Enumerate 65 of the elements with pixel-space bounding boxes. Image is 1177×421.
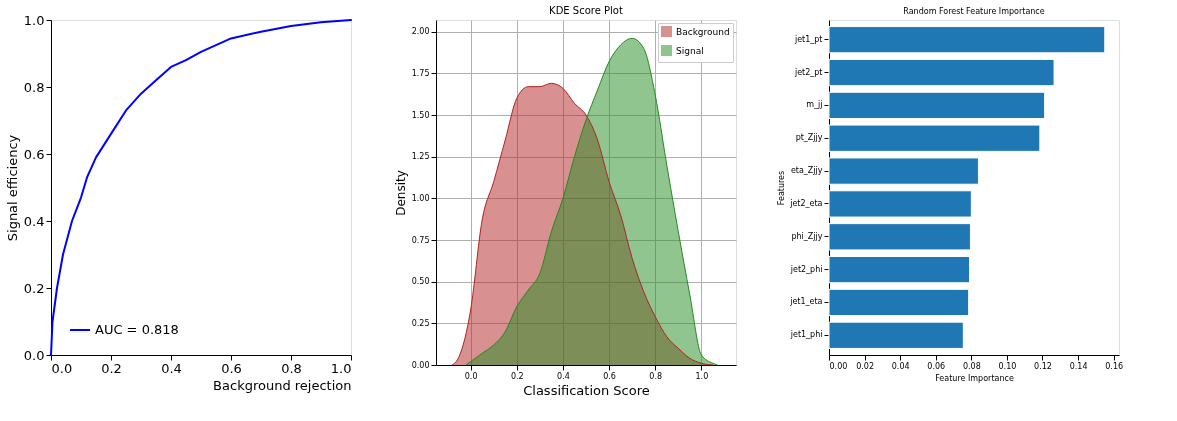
x-tick-label: 0.10 (998, 361, 1017, 371)
x-axis-title: Feature Importance (935, 373, 1014, 383)
x-tick-label: 0.2 (101, 360, 122, 376)
y-tick-label: phi_Zjjy (791, 231, 823, 241)
y-tick-label: 1.00 (411, 193, 430, 203)
x-tick-label: 0.12 (1034, 361, 1052, 371)
y-tick-label: 0.75 (411, 235, 430, 245)
x-tick-label: 0.00 (829, 361, 848, 371)
x-tick-label: 1.0 (330, 360, 352, 376)
x-tick-label: 0.8 (649, 371, 663, 381)
y-tick-label: 0.8 (23, 79, 45, 95)
y-tick-label: 1.50 (411, 110, 430, 120)
y-tick-label: 0.6 (23, 146, 45, 162)
y-tick-label: 1.0 (23, 12, 45, 28)
y-tick-label: 0.2 (23, 280, 45, 296)
bar (828, 190, 972, 218)
y-axis-title: Features (777, 170, 787, 206)
bar (828, 157, 979, 185)
y-tick-label: jet1_phi (789, 330, 823, 340)
y-axis-title: Signal efficiency (4, 134, 20, 242)
y-tick-label: 1.75 (411, 68, 430, 78)
bar (828, 255, 971, 284)
x-tick-label: 0.14 (1069, 361, 1088, 371)
bar (828, 26, 1106, 54)
x-tick-label: 0.08 (962, 361, 981, 371)
x-tick-label: 1.0 (695, 371, 709, 381)
y-tick-label: pt_Zjjy (795, 133, 823, 143)
y-tick-label: m_jj (806, 100, 823, 110)
legend-label: Background (676, 26, 730, 37)
y-tick-label: jet2_phi (789, 264, 823, 274)
y-tick-label: 1.25 (411, 152, 430, 162)
y-tick-label: jet2_pt (793, 67, 823, 77)
y-tick-label: 0.4 (23, 213, 45, 229)
y-tick-label: 2.00 (411, 27, 430, 37)
y-tick-label: jet2_eta (789, 198, 823, 208)
y-tick-label: 0.50 (411, 277, 430, 287)
x-tick-label: 0.4 (557, 371, 570, 381)
y-tick-label: jet1_pt (793, 34, 823, 44)
bar (828, 124, 1041, 152)
chart-title: Random Forest Feature Importance (903, 7, 1045, 16)
x-tick-label: 0.4 (161, 360, 182, 376)
chart-title: KDE Score Plot (549, 5, 623, 16)
bar (828, 91, 1046, 120)
x-axis-title: Background rejection (213, 377, 352, 393)
y-tick-label: 0.25 (411, 318, 430, 328)
x-tick-label: 0.06 (927, 361, 946, 371)
legend-label: AUC = 0.818 (95, 322, 179, 337)
x-tick-label: 0.0 (51, 360, 73, 376)
x-tick-label: 0.6 (221, 360, 242, 376)
legend-label: Signal (676, 45, 704, 56)
bar (828, 223, 971, 251)
x-tick-label: 0.2 (510, 371, 524, 381)
bar (828, 321, 964, 349)
x-tick-label: 0.0 (464, 371, 478, 381)
x-tick-label: 0.04 (891, 361, 910, 371)
bar (828, 288, 970, 317)
x-tick-label: 0.16 (1105, 361, 1124, 371)
x-tick-label: 0.02 (856, 361, 874, 371)
y-tick-label: eta_Zjjy (790, 166, 823, 176)
bar (828, 58, 1055, 87)
y-axis-title: Density (393, 170, 408, 216)
x-tick-label: 0.6 (603, 371, 616, 381)
y-tick-label: jet1_eta (789, 297, 823, 307)
x-tick-label: 0.8 (281, 360, 302, 376)
x-axis-title: Classification Score (523, 382, 650, 398)
